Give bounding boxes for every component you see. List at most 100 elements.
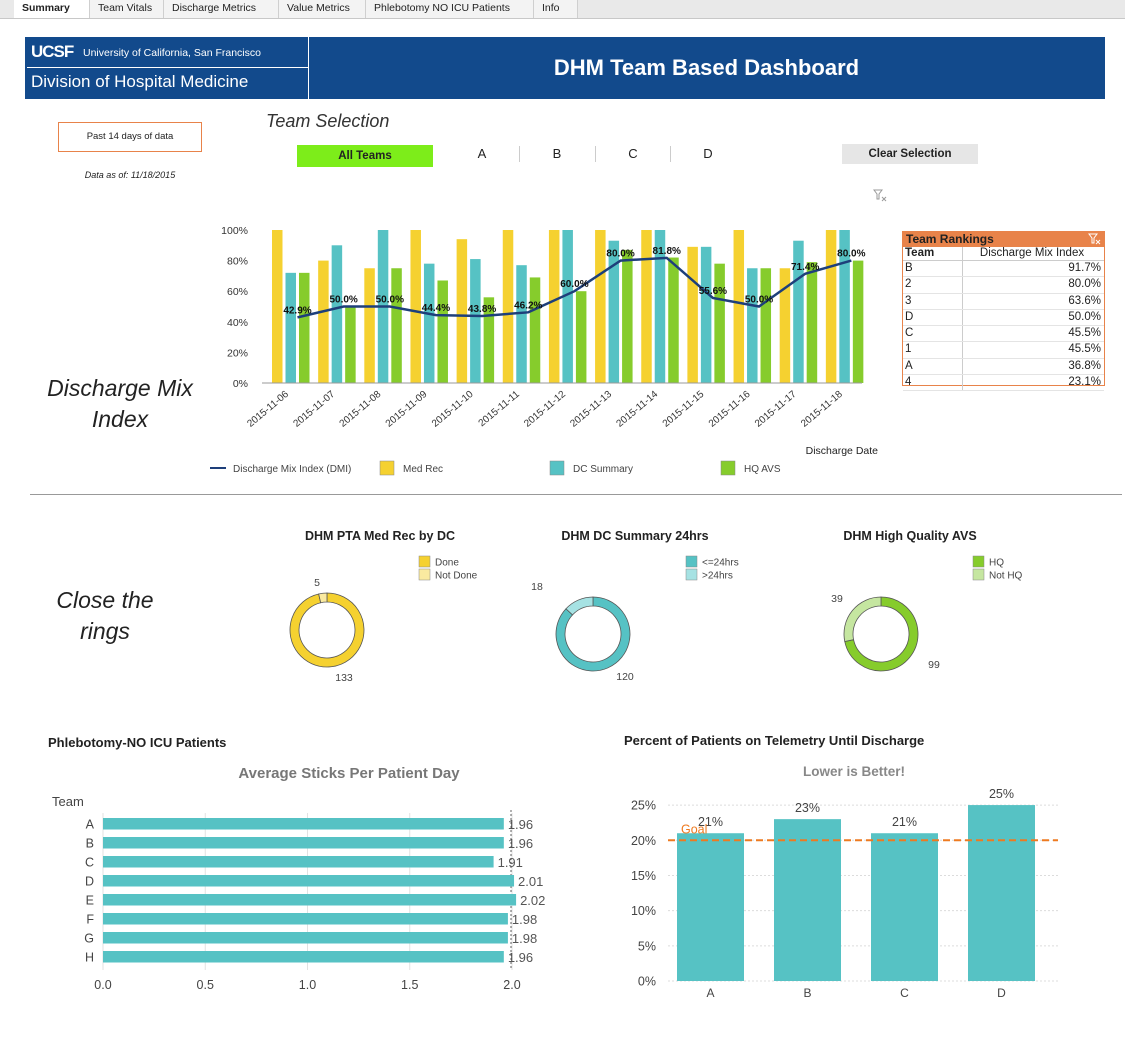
- bar-med-rec: [687, 246, 698, 383]
- x-tick-label: B: [803, 986, 811, 1000]
- team-selection-label: Team Selection: [266, 111, 390, 131]
- bar-dc-summary: [516, 265, 527, 383]
- tab-phlebotomy[interactable]: Phlebotomy NO ICU Patients: [366, 0, 534, 18]
- bar-dc-summary: [562, 230, 573, 383]
- dmi-data-label: 80.0%: [606, 249, 634, 260]
- phlebotomy-bar: [103, 856, 494, 868]
- y-tick-label: H: [85, 950, 94, 964]
- table-row[interactable]: D 50.0%: [903, 309, 1104, 327]
- bar-value-label: 21%: [698, 815, 723, 829]
- y-tick-label: A: [86, 817, 95, 831]
- division-name: Division of Hospital Medicine: [31, 72, 249, 91]
- rank-team: 3: [903, 293, 963, 309]
- team-separator: [595, 146, 596, 162]
- bar-hq-avs: [299, 272, 310, 383]
- team-c-button[interactable]: C: [628, 146, 638, 161]
- y-tick-label: 80%: [227, 256, 248, 268]
- bar-hq-avs: [391, 268, 402, 383]
- team-d-button[interactable]: D: [703, 146, 713, 161]
- rankings-title-text: Team Rankings: [906, 232, 994, 246]
- team-a-button[interactable]: A: [477, 146, 487, 161]
- clear-filter-icon[interactable]: [873, 189, 887, 203]
- rankings-col-team: Team: [903, 247, 963, 260]
- telemetry-chart: Lower is Better! 0% 5% 10% 15% 20% 25% 21% A 23% B…: [631, 764, 1058, 1000]
- dc-summary-ring-chart: 120 18 <=24hrs >24hrs: [531, 555, 739, 683]
- table-row[interactable]: 1 45.5%: [903, 342, 1104, 359]
- dmi-section-label: Discharge Mix Index: [47, 375, 193, 432]
- bar-dc-summary: [654, 230, 666, 383]
- table-row[interactable]: B 91.7%: [903, 261, 1104, 278]
- dmi-chart: 0% 20% 40% 60% 80% 100% 42.9% 50.0% 50.0% 44.4% 43…: [210, 225, 879, 476]
- table-row[interactable]: 4 23.1%: [903, 375, 1104, 392]
- rank-team: B: [903, 261, 963, 277]
- telemetry-bar: [968, 805, 1035, 981]
- bar-hq-avs: [529, 277, 541, 383]
- rankings-title: Team Rankings: [903, 232, 1104, 247]
- org-name: University of California, San Francisco: [83, 47, 261, 59]
- phlebotomy-bar: [103, 894, 517, 906]
- clear-filter-icon[interactable]: [1088, 233, 1101, 246]
- rings-section-label: Close the rings: [56, 587, 154, 644]
- table-row[interactable]: 2 80.0%: [903, 277, 1104, 294]
- y-tick-label: 60%: [227, 286, 248, 298]
- dmi-data-label: 60.0%: [560, 279, 588, 290]
- ring-value-label: 133: [335, 672, 353, 684]
- y-tick-label: B: [86, 836, 94, 850]
- x-tick-label: 2015-11-11: [477, 389, 522, 430]
- tab-team-vitals[interactable]: Team Vitals: [90, 0, 164, 18]
- x-tick-label: C: [900, 986, 909, 1000]
- bar-hq-avs: [575, 291, 587, 383]
- bar-value-label: 1.96: [508, 817, 533, 832]
- rank-dmi-value: 45.5%: [1068, 327, 1101, 340]
- bar-value-label: 2.02: [520, 893, 545, 908]
- ring-value-label: 39: [831, 593, 843, 605]
- bar-hq-avs: [622, 249, 633, 383]
- clear-selection-button[interactable]: Clear Selection: [842, 144, 978, 164]
- team-separator: [670, 146, 671, 162]
- y-tick-label: 0%: [233, 378, 248, 390]
- bar-dc-summary: [793, 240, 804, 383]
- dmi-line: [297, 256, 852, 319]
- bar-value-label: 2.01: [518, 874, 543, 889]
- ring-legend-label: Not Done: [435, 571, 478, 582]
- bar-med-rec: [502, 230, 514, 383]
- bar-hq-avs: [668, 257, 679, 383]
- ring-legend-swatch: [685, 568, 698, 581]
- ring-title-dc-summary: DHM DC Summary 24hrs: [561, 529, 709, 543]
- ring-legend-label: Done: [435, 558, 459, 569]
- ring-legend-swatch: [972, 568, 985, 581]
- y-tick-label: 15%: [631, 869, 656, 883]
- tab-value-metrics[interactable]: Value Metrics: [279, 0, 366, 18]
- x-tick-label: 2015-11-10: [430, 389, 476, 430]
- bar-value-label: 1.91: [498, 855, 523, 870]
- all-teams-button[interactable]: All Teams: [297, 145, 433, 167]
- legend-label: Med Rec: [403, 464, 443, 475]
- period-box[interactable]: Past 14 days of data: [58, 122, 202, 152]
- x-tick-label: 2015-11-17: [753, 389, 799, 430]
- x-tick-label: 1.5: [401, 978, 418, 992]
- tab-discharge-metrics[interactable]: Discharge Metrics: [164, 0, 279, 18]
- ring-value-label: 5: [314, 577, 320, 589]
- bar-value-label: 23%: [795, 801, 820, 815]
- bar-med-rec: [364, 268, 375, 383]
- rank-dmi-value: 91.7%: [1068, 262, 1101, 274]
- bar-dc-summary: [700, 246, 712, 383]
- table-row[interactable]: C 45.5%: [903, 326, 1104, 343]
- bar-med-rec: [641, 230, 652, 383]
- rank-team: C: [903, 326, 963, 342]
- bar-value-label: 1.98: [512, 931, 537, 946]
- x-tick-label: 2015-11-15: [661, 389, 707, 430]
- table-row[interactable]: A 36.8%: [903, 358, 1104, 376]
- rankings-col-dmi: Discharge Mix Index: [979, 247, 1085, 259]
- phlebotomy-bar: [103, 818, 504, 830]
- team-b-button[interactable]: B: [552, 146, 562, 161]
- hq-avs-ring-chart: 99 39 HQ Not HQ: [831, 555, 1023, 672]
- tab-info[interactable]: Info: [534, 0, 578, 18]
- rankings-header-row: Team Discharge Mix Index: [903, 247, 1104, 261]
- table-row[interactable]: 3 63.6%: [903, 293, 1104, 310]
- x-tick-label: A: [706, 986, 714, 1000]
- tab-summary[interactable]: Summary: [14, 0, 90, 18]
- bar-dc-summary: [285, 272, 296, 383]
- bar-dc-summary: [331, 245, 343, 383]
- x-axis-title: Discharge Date: [806, 445, 879, 457]
